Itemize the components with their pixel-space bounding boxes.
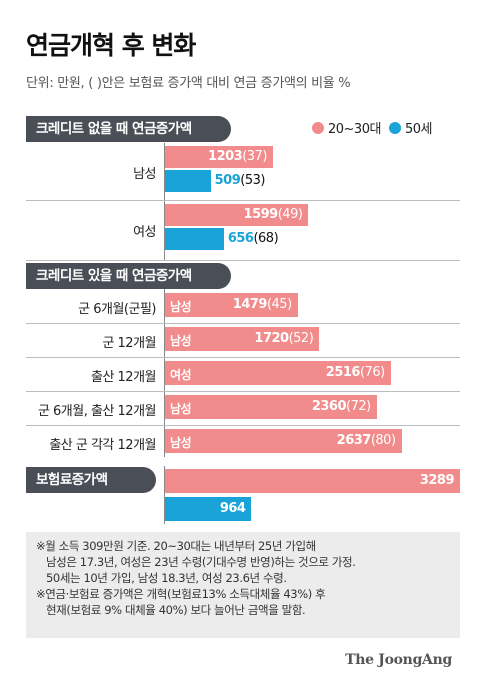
chart-title: 연금개혁 후 변화	[26, 31, 196, 60]
row-label: 군 6개월(군필)	[78, 302, 156, 317]
bar	[165, 395, 377, 419]
data-label-ratio: (49)	[277, 207, 303, 222]
bar	[165, 361, 391, 385]
bar	[165, 469, 460, 493]
data-label-ratio: (72)	[346, 399, 371, 414]
row-label: 출산 12개월	[90, 370, 157, 385]
chart-subtitle: 단위: 만원, ( )안은 보험료 증가액 대비 연금 증가액의 비율 %	[26, 76, 351, 91]
row-divider	[26, 200, 460, 201]
bar	[165, 204, 309, 226]
data-label: 964	[220, 501, 246, 516]
data-label-value: 2360	[311, 399, 347, 414]
bar-tag: 여성	[170, 367, 192, 382]
bar	[165, 327, 320, 351]
data-label: 509(53)	[214, 173, 266, 188]
bar	[165, 497, 252, 521]
row-label: 남성	[133, 167, 156, 182]
row-divider	[26, 357, 460, 358]
section-header: 보험료증가액	[26, 467, 156, 493]
data-label-value: 3289	[419, 473, 455, 488]
bar	[165, 293, 298, 317]
footnote-line: ※월 소득 309만원 기준. 20~30대는 내년부터 25년 가입해	[36, 539, 316, 553]
footnotes: ※월 소득 309만원 기준. 20~30대는 내년부터 25년 가입해 남성은…	[26, 532, 460, 638]
footnote-line: 남성은 17.3년, 여성은 23년 수령(기대수명 반영)하는 것으로 가정.	[46, 555, 356, 569]
row-divider	[26, 323, 460, 324]
axis-baseline	[164, 466, 165, 524]
data-label: 2516(76)	[326, 365, 385, 380]
bar-tag: 남성	[170, 401, 192, 416]
footnote-line: 50세는 10년 가입, 남성 18.3년, 여성 23.6년 수령.	[46, 571, 287, 585]
row-divider	[26, 425, 460, 426]
data-label-ratio: (53)	[240, 173, 265, 188]
data-label-value: 1203	[208, 149, 243, 164]
bar	[165, 146, 273, 168]
legend-item-fifty: 50세	[388, 118, 433, 137]
bar	[165, 429, 402, 453]
footnote-line: ※연금·보험료 증가액은 개혁(보험료13% 소득대체율 43%) 후	[36, 587, 326, 601]
row-divider	[26, 260, 460, 261]
legend-item-young: 20~30대	[312, 118, 381, 137]
data-label-value: 509	[214, 173, 241, 188]
data-label: 1479(45)	[233, 297, 292, 312]
data-label-ratio: (68)	[253, 231, 279, 246]
bar	[165, 228, 224, 250]
data-label-value: 1599	[243, 207, 279, 222]
data-label-value: 1720	[254, 331, 289, 346]
row-divider	[26, 391, 460, 392]
data-label-value: 2637	[336, 433, 372, 448]
row-label: 군 12개월	[102, 336, 156, 351]
bar-tag: 남성	[170, 333, 192, 348]
bar	[165, 170, 211, 192]
legend: 20~30대 50세	[312, 118, 440, 137]
source-credit: The JoongAng	[345, 652, 452, 668]
data-label-ratio: (76)	[359, 365, 385, 380]
data-label-ratio: (80)	[370, 433, 396, 448]
data-label: 656(68)	[227, 231, 279, 246]
row-label: 군 6개월, 출산 12개월	[37, 404, 157, 419]
section-header: 크레디트 있을 때 연금증가액	[26, 263, 231, 289]
row-label: 여성	[133, 225, 156, 240]
row-label: 출산 군 각각 12개월	[49, 438, 156, 453]
data-label-value: 1479	[232, 297, 268, 312]
legend-label-young: 20~30대	[328, 122, 381, 137]
legend-label-fifty: 50세	[404, 122, 433, 137]
data-label-ratio: (37)	[242, 149, 267, 164]
section-header: 크레디트 없을 때 연금증가액	[26, 116, 231, 142]
data-label: 3289	[419, 473, 455, 488]
data-label-value: 964	[219, 501, 246, 516]
axis-baseline	[164, 143, 165, 261]
data-label-value: 2516	[325, 365, 361, 380]
data-label: 1599(49)	[244, 207, 303, 222]
data-label: 2360(72)	[312, 399, 371, 414]
data-label-value: 656	[227, 231, 254, 246]
legend-swatch-fifty	[388, 121, 401, 134]
legend-swatch-young	[312, 121, 324, 134]
data-label: 1720(52)	[254, 331, 313, 346]
bar-tag: 남성	[170, 435, 192, 450]
bar-tag: 남성	[170, 299, 192, 314]
data-label: 2637(80)	[337, 433, 396, 448]
data-label: 1203(37)	[208, 149, 267, 164]
footnote-line: 현재(보험료 9% 대체율 40%) 보다 늘어난 금액을 말함.	[46, 603, 306, 617]
axis-baseline	[164, 289, 165, 457]
data-label-ratio: (45)	[266, 297, 292, 312]
data-label-ratio: (52)	[288, 331, 314, 346]
